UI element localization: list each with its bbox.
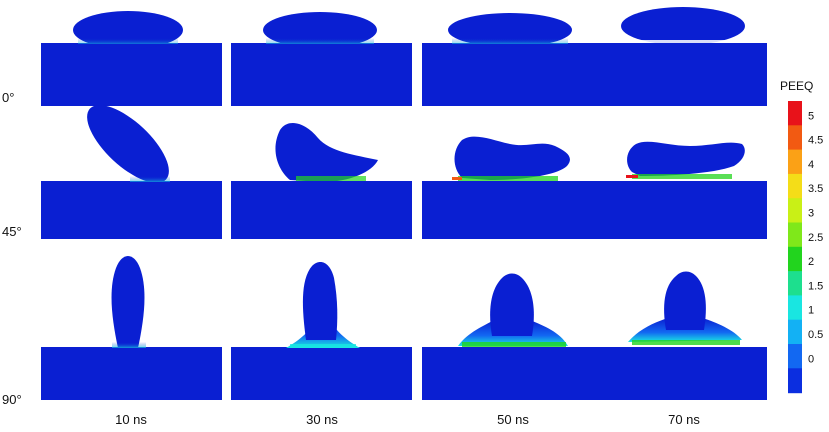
legend-swatch: [788, 344, 802, 369]
panel-90deg-30ns: [231, 262, 412, 400]
legend-title: PEEQ: [780, 79, 813, 93]
legend-swatch: [788, 125, 802, 151]
row-0deg: [41, 7, 767, 106]
column-label-70ns: 70 ns: [668, 412, 700, 427]
legend-tick-label: 4.5: [808, 135, 823, 147]
column-label-50ns: 50 ns: [497, 412, 529, 427]
contact-zone: [452, 38, 568, 44]
legend-tick-label: 4: [808, 159, 814, 171]
legend-tick-label: 5: [808, 110, 814, 122]
panel-45deg-50ns: [422, 136, 603, 239]
substrate: [231, 43, 412, 106]
peeq-legend: PEEQ 5 4.5 4 3.5 3 2.5 2 1.5 1 0.5 0: [780, 79, 823, 394]
particle: [275, 123, 378, 182]
contact-zone: [130, 176, 170, 182]
substrate: [231, 181, 412, 239]
panel-0deg-30ns: [231, 12, 412, 106]
panel-45deg-70ns: [601, 141, 767, 239]
legend-swatch: [788, 319, 802, 345]
particle: [490, 273, 534, 336]
panel-0deg-70ns: [601, 7, 767, 106]
row-label-0deg: 0°: [2, 90, 14, 105]
substrate: [41, 43, 222, 106]
row-label-90deg: 90°: [2, 392, 22, 407]
substrate: [422, 43, 603, 106]
contact-zone: [290, 344, 356, 348]
panel-0deg-10ns: [41, 11, 222, 106]
column-label-30ns: 30 ns: [306, 412, 338, 427]
legend-tick-labels: 5 4.5 4 3.5 3 2.5 2 1.5 1 0.5 0: [808, 110, 823, 365]
contact-zone: [78, 38, 178, 44]
legend-tick-label: 3.5: [808, 183, 823, 195]
column-label-10ns: 10 ns: [115, 412, 147, 427]
legend-swatch: [788, 271, 802, 296]
legend-swatch: [788, 149, 802, 175]
particle: [302, 262, 338, 340]
contact-zone: [266, 38, 374, 44]
legend-swatch: [788, 173, 802, 199]
legend-tick-label: 1: [808, 305, 814, 317]
row-45deg: [41, 105, 767, 239]
legend-swatch: [788, 246, 802, 272]
legend-tick-label: 0.5: [808, 329, 823, 341]
contact-zone: [632, 174, 732, 179]
substrate: [422, 181, 603, 239]
substrate: [601, 347, 767, 400]
panel-0deg-50ns: [422, 13, 603, 106]
panel-90deg-70ns: [601, 271, 767, 400]
legend-swatches: [788, 101, 802, 394]
row-90deg: [41, 256, 767, 400]
panel-90deg-10ns: [41, 256, 222, 400]
substrate: [41, 181, 222, 239]
panel-45deg-10ns: [41, 105, 222, 239]
substrate: [601, 43, 767, 106]
legend-swatch: [788, 198, 802, 224]
panel-90deg-50ns: [422, 273, 603, 400]
contact-zone: [112, 342, 146, 348]
particle: [87, 105, 169, 183]
legend-swatch: [788, 222, 802, 248]
legend-tick-label: 1.5: [808, 280, 823, 292]
substrate: [231, 347, 412, 400]
edge-hotspot: [626, 175, 638, 178]
substrate: [601, 181, 767, 239]
particle: [454, 136, 570, 180]
legend-swatch: [788, 101, 802, 126]
legend-tick-label: 0: [808, 353, 814, 365]
substrate: [422, 347, 603, 400]
legend-swatch: [788, 295, 802, 321]
contact-zone: [458, 176, 558, 181]
particle: [627, 141, 745, 176]
contact-zone: [632, 340, 740, 345]
edge-hotspot: [452, 177, 462, 180]
particle: [664, 271, 706, 330]
legend-tick-label: 3: [808, 208, 814, 220]
legend-tick-label: 2.5: [808, 232, 823, 244]
particle: [621, 7, 745, 45]
substrate: [41, 347, 222, 400]
contact-line: [622, 40, 740, 43]
particle: [111, 256, 145, 348]
legend-tick-label: 2: [808, 256, 814, 268]
legend-swatch: [788, 368, 802, 394]
contact-zone: [462, 342, 566, 347]
panel-45deg-30ns: [231, 123, 412, 239]
contact-zone: [296, 176, 366, 181]
row-label-45deg: 45°: [2, 224, 22, 239]
